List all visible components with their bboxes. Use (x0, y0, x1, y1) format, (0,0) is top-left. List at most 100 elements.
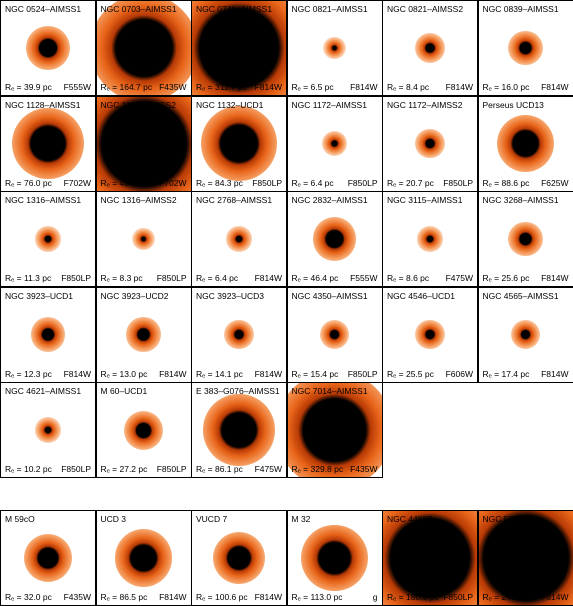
effective-radius: Rₑ = 8.6 pc (387, 273, 430, 283)
filter: F814W (254, 592, 282, 602)
image-panel: NGC 3923–UCD1 Rₑ = 12.3 pc F814W (0, 286, 96, 383)
source-image (417, 226, 443, 252)
effective-radius: Rₑ = 84.3 pc (196, 177, 243, 188)
object-name: NGC 4546–UCD1 (387, 290, 456, 301)
object-name: NGC 0821–AIMSS2 (387, 4, 464, 14)
image-panel: NGC 1316–AIMSS1 Rₑ = 11.3 pc F850LP (0, 191, 96, 287)
filter: F814W (254, 273, 282, 283)
source-image (312, 217, 357, 261)
source-image (26, 26, 70, 70)
object-name: NGC 3268–AIMSS1 (482, 195, 559, 205)
filter: F555W (350, 273, 378, 283)
object-name: NGC 3923–UCD1 (5, 290, 74, 301)
source-image (226, 226, 252, 252)
effective-radius: Rₑ = 100.6 pc (196, 592, 248, 602)
effective-radius: Rₑ = 86.1 pc (196, 464, 243, 474)
effective-radius: Rₑ = 86.5 pc (100, 592, 148, 602)
effective-radius: Rₑ = 8.4 pc (387, 82, 430, 92)
object-name: NGC 2832–AIMSS1 (291, 195, 368, 205)
filter: F814W (541, 368, 569, 379)
filter: F702W (159, 177, 187, 188)
filter: F814W (254, 82, 282, 92)
image-panel: VUCD 7 Rₑ = 100.6 pc F814W (191, 510, 287, 606)
filter: F850LP (156, 464, 187, 474)
effective-radius: Rₑ = 6.4 pc (196, 273, 239, 283)
effective-radius: Rₑ = 10.2 pc (5, 464, 52, 474)
image-panel: NGC 0839–AIMSS1 Rₑ = 16.0 pc F814W (477, 0, 573, 96)
source-image (35, 226, 61, 252)
image-panel: NGC 3923–UCD2 Rₑ = 13.0 pc F814W (95, 286, 192, 383)
object-name: NGC 1172–AIMSS2 (387, 99, 463, 110)
effective-radius: Rₑ = 17.4 pc (482, 368, 530, 379)
image-panel: E 383–G076–AIMSS1 Rₑ = 86.1 pc F475W (191, 382, 287, 478)
filter: F814W (541, 82, 569, 92)
filter: F814W (445, 82, 473, 92)
object-name: NGC 0839–AIMSS1 (482, 4, 559, 14)
image-panel: NGC 4486B Rₑ = 180.0 pc F850LP (382, 510, 478, 606)
filter: F475W (445, 273, 473, 283)
effective-radius: Rₑ = 180.0 pc (387, 592, 439, 602)
image-panel: NGC 1172–AIMSS2 Rₑ = 20.7 pc F850LP (382, 95, 478, 192)
source-image (508, 30, 543, 66)
object-name: NGC 4565–AIMSS1 (482, 290, 559, 301)
source-image (132, 227, 155, 251)
source-image (12, 107, 84, 180)
object-name: M 59cO (5, 514, 35, 524)
image-panel: NGC 1316–AIMSS2 Rₑ = 8.3 pc F850LP (95, 191, 192, 287)
object-name: NGC 1132–UCD1 (196, 99, 264, 110)
filter: F814W (254, 368, 282, 379)
effective-radius: Rₑ = 329.8 pc (291, 464, 344, 474)
effective-radius: Rₑ = 113.0 pc (291, 592, 343, 602)
image-panel: NGC 0524–AIMSS1 Rₑ = 39.9 pc F555W (0, 0, 96, 96)
effective-radius: Rₑ = 15.4 pc (291, 368, 339, 379)
filter: F814W (159, 368, 187, 379)
image-panel: NGC 1132–UCD1 Rₑ = 84.3 pc F850LP (191, 95, 287, 192)
effective-radius: Rₑ = 39.9 pc (5, 82, 52, 92)
filter: F850LP (252, 177, 282, 188)
image-panel: NGC 0703–AIMSS1 Rₑ = 164.7 pc F435W (95, 0, 192, 96)
effective-radius: Rₑ = 46.4 pc (291, 273, 339, 283)
source-image (224, 319, 254, 350)
effective-radius: Rₑ = 27.2 pc (100, 464, 148, 474)
image-panel: NGC 4350–AIMSS1 Rₑ = 15.4 pc F850LP (286, 286, 383, 383)
source-image (124, 410, 163, 450)
source-image (126, 317, 161, 352)
image-panel: NGC 2832–AIMSS1 Rₑ = 46.4 pc F555W (286, 191, 383, 287)
image-panel: UCD 3 Rₑ = 86.5 pc F814W (95, 510, 192, 606)
source-image (508, 221, 543, 257)
image-panel: NGC 1172–AIMSS1 Rₑ = 6.4 pc F850LP (286, 95, 383, 192)
filter: F850LP (156, 273, 187, 283)
object-name: NGC 0741–AIMSS1 (196, 4, 273, 14)
source-image (415, 128, 445, 159)
source-image (114, 529, 173, 587)
filter: F814W (541, 592, 569, 602)
image-panel: NGC 0821–AIMSS2 Rₑ = 8.4 pc F814W (382, 0, 478, 96)
object-name: Perseus UCD13 (482, 99, 544, 110)
effective-radius: Rₑ = 11.3 pc (5, 273, 52, 283)
effective-radius: Rₑ = 25.5 pc (387, 368, 434, 379)
source-image (192, 1, 286, 95)
effective-radius: Rₑ = 6.4 pc (291, 177, 334, 188)
effective-radius: Rₑ = 164.7 pc (100, 82, 153, 92)
image-panel: NGC 5846cE Rₑ = 240.0 pc F814W (477, 510, 573, 606)
effective-radius: Rₑ = 88.6 pc (482, 177, 530, 188)
image-panel: NGC 3115–AIMSS1 Rₑ = 8.6 pc F475W (382, 191, 478, 287)
filter: F850LP (61, 273, 91, 283)
filter: F435W (63, 592, 91, 602)
source-image (96, 1, 191, 95)
effective-radius: Rₑ = 14.1 pc (196, 368, 243, 379)
object-name: NGC 0703–AIMSS1 (100, 4, 177, 14)
filter: F702W (63, 177, 91, 188)
object-name: NGC 1128–AIMSS1 (5, 99, 81, 110)
source-image (287, 383, 382, 477)
source-image (35, 417, 61, 443)
effective-radius: Rₑ = 25.6 pc (482, 273, 530, 283)
effective-radius: Rₑ = 13.0 pc (100, 368, 148, 379)
source-image (23, 533, 73, 583)
object-name: NGC 1316–AIMSS2 (100, 195, 177, 205)
object-name: NGC 1128–AIMSS2 (100, 99, 176, 110)
source-image (510, 319, 541, 350)
effective-radius: Rₑ = 76.0 pc (5, 177, 52, 188)
object-name: NGC 1172–AIMSS1 (291, 99, 367, 110)
